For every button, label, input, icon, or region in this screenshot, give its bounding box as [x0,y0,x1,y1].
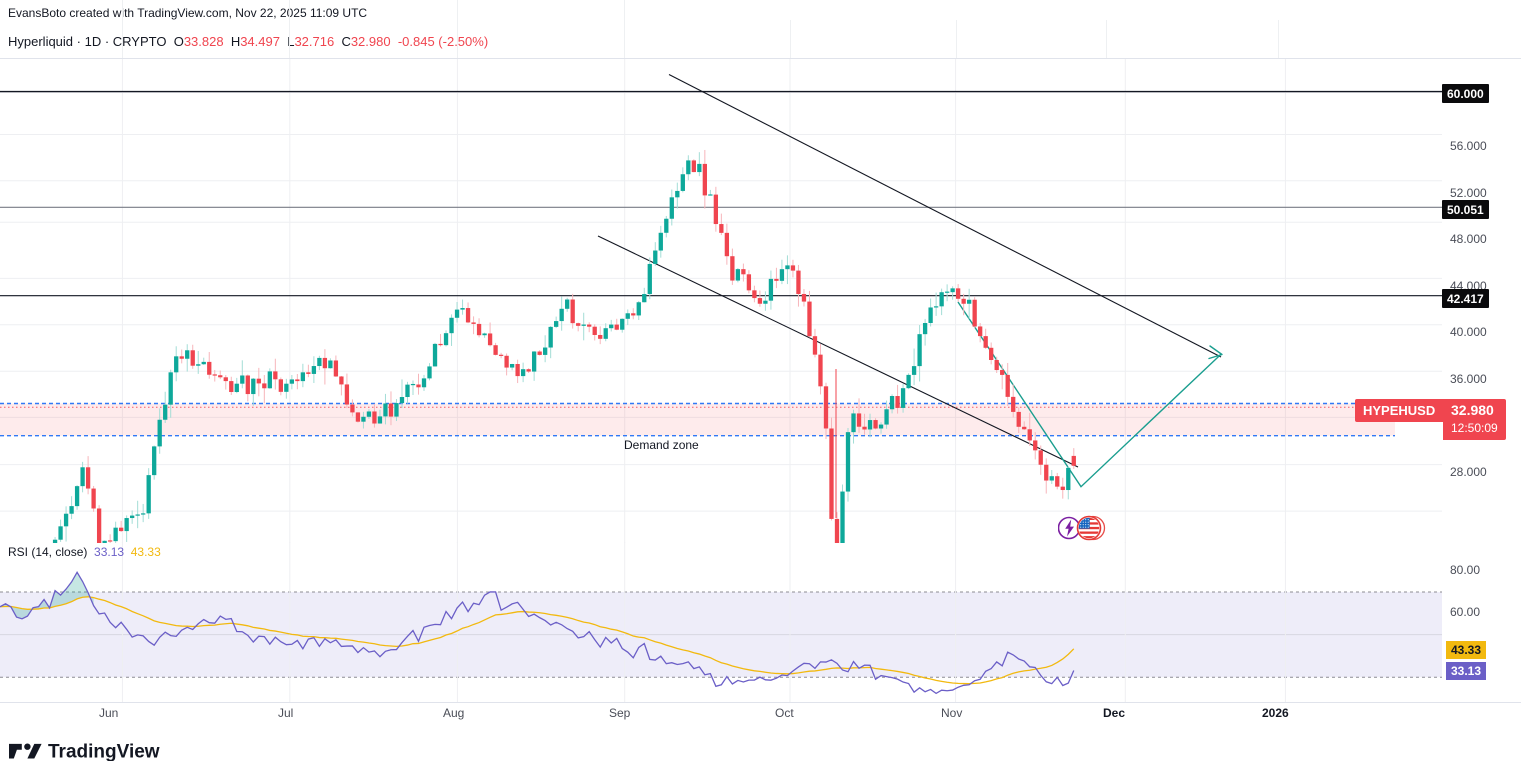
svg-text:TradingView: TradingView [48,742,160,762]
